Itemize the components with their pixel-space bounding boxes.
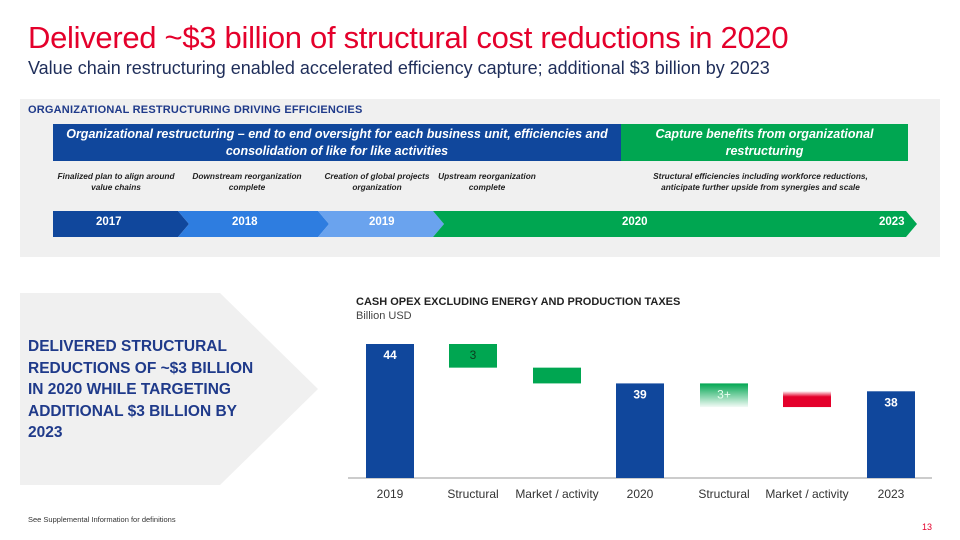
timeline-label-2017: 2017 [96,216,122,228]
chart-bar-3 [616,383,664,478]
restructuring-band-text: Organizational restructuring – end to en… [66,126,608,158]
timeline-segment-2018 [178,211,329,237]
timeline-label-2023: 2023 [879,216,905,228]
callout-arrow-shape [20,293,318,485]
chart-bar-6 [867,391,915,478]
chart-bar-2 [533,367,581,384]
chart-bar-0 [366,344,414,478]
milestone-value-chains: Finalized plan to align around value cha… [57,171,175,192]
milestone-downstream: Downstream reorganization complete [192,171,302,192]
chart-bar-4 [700,383,748,408]
chart-title: CASH OPEX EXCLUDING ENERGY AND PRODUCTIO… [356,296,681,308]
page-subtitle: Value chain restructuring enabled accele… [28,58,770,78]
chart-data-label-1: 3 [470,348,477,362]
chart-x-tick-2: Market / activity [515,487,598,501]
timeline-label-2020: 2020 [622,216,648,228]
capture-benefits-band-text: Capture benefits from organizational res… [655,126,874,158]
capture-benefits-band: Capture benefits from organizational res… [621,124,908,161]
callout-text: DELIVERED STRUCTURAL REDUCTIONS OF ~$3 B… [28,338,254,441]
footnote: See Supplemental Information for definit… [28,515,176,524]
chart-x-tick-4: Structural [698,487,749,501]
page-title: Delivered ~$3 billion of structural cost… [28,20,789,55]
chart-x-tick-6: 2023 [878,487,905,501]
chart-data-label-6: 38 [884,395,898,409]
timeline-segment-2019 [318,211,444,237]
chart-x-tick-3: 2020 [627,487,654,501]
milestone-global-projects: Creation of global projects organization [324,171,430,192]
chart-x-tick-5: Market / activity [765,487,848,501]
milestone-upstream: Upstream reorganization complete [438,171,536,192]
chart-bar-5 [783,391,831,408]
milestone-structural-efficiencies: Structural efficiencies including workfo… [653,171,868,192]
chart-bar-1 [449,344,497,368]
chart-x-tick-1: Structural [447,487,498,501]
timeline-bar [53,211,917,237]
chart-x-tick-0: 2019 [377,487,404,501]
timeline-segment-2020-2023 [433,211,917,237]
chart-data-label-0: 44 [383,348,397,362]
chart-ylabel: Billion USD [356,310,412,322]
timeline-label-2019: 2019 [369,216,395,228]
section-heading: ORGANIZATIONAL RESTRUCTURING DRIVING EFF… [28,104,363,116]
timeline-label-2018: 2018 [232,216,258,228]
restructuring-band: Organizational restructuring – end to en… [53,124,621,161]
timeline-segment-2017 [53,211,189,237]
chart-data-label-3: 39 [633,387,647,401]
chart-data-label-4: 3+ [717,387,731,401]
page-number: 13 [921,522,932,532]
